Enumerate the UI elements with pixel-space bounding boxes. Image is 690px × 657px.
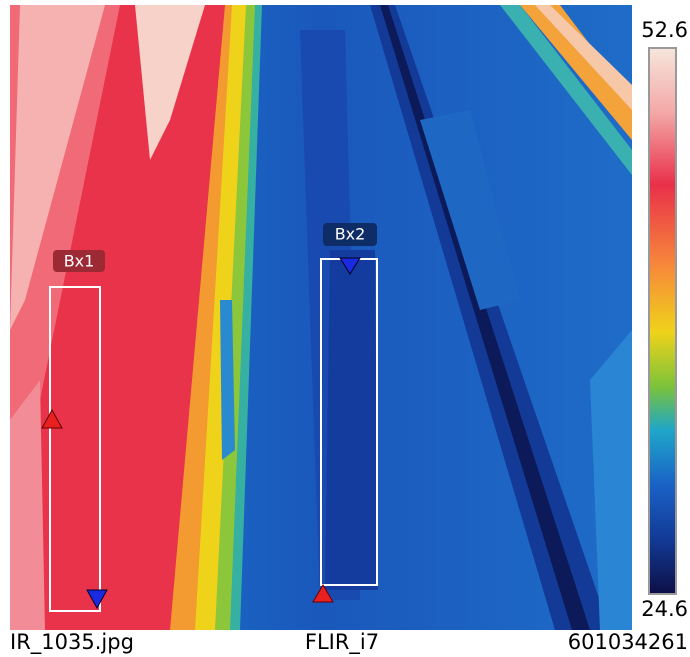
box-label-bg <box>323 223 377 246</box>
measure-box <box>49 286 101 612</box>
min-marker <box>86 589 108 610</box>
scale-max: 52.6 <box>641 18 688 42</box>
min-marker <box>339 257 361 275</box>
color-scale <box>648 47 677 595</box>
box-label: Bx2 <box>335 225 366 244</box>
thermal-image <box>10 5 632 630</box>
camera-model: FLIR_i7 <box>305 630 379 655</box>
max-marker <box>41 408 63 429</box>
box-label-bg <box>53 250 105 272</box>
box-label: Bx1 <box>64 252 95 271</box>
scale-min: 24.6 <box>641 597 688 621</box>
file-name: IR_1035.jpg <box>10 630 134 655</box>
serial-number: 601034261 <box>568 630 688 654</box>
max-marker <box>312 584 334 603</box>
